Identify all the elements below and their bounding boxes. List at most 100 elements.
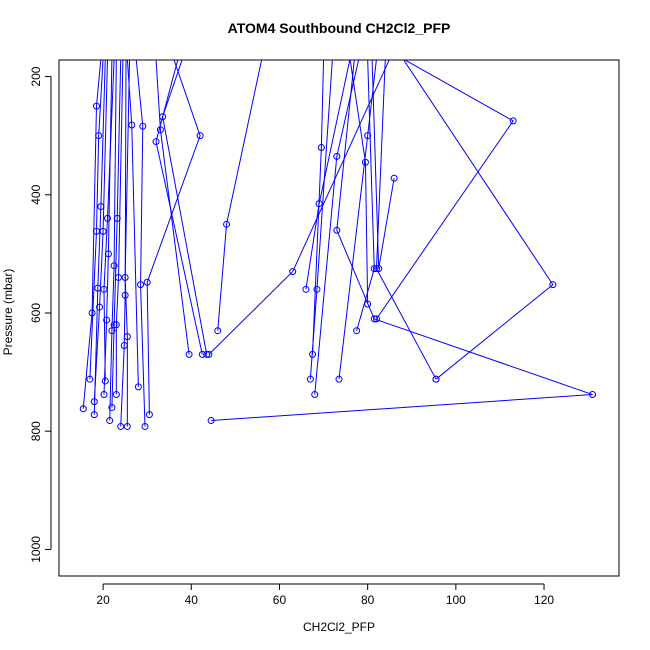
data-point (317, 143, 325, 151)
series-line (89, 60, 104, 380)
data-point (106, 417, 114, 425)
data-point (90, 411, 98, 419)
series-line (111, 60, 122, 408)
series-19 (207, 60, 597, 425)
data-point (108, 327, 116, 335)
data-point (333, 226, 341, 234)
series-26 (353, 60, 378, 335)
series-9 (112, 60, 124, 399)
data-point (313, 285, 321, 293)
axes-layer: 20 40 60 80 100 120 200 400 600 800 1000 (29, 66, 554, 607)
data-point (86, 375, 94, 383)
data-point (100, 391, 108, 399)
data-point (141, 422, 149, 430)
series-17 (152, 60, 206, 358)
y-tick-label: 1000 (29, 536, 43, 563)
data-point (96, 303, 104, 311)
x-axis-label: CH2Cl2_PFP (303, 620, 375, 634)
x-tick-label: 60 (273, 593, 287, 607)
data-point (112, 391, 120, 399)
data-point (123, 333, 131, 341)
data-point (110, 321, 118, 329)
y-tick-label: 400 (29, 184, 43, 204)
series-line (349, 60, 369, 305)
data-point (390, 174, 398, 182)
series-line (217, 60, 263, 331)
data-point (79, 405, 87, 413)
plot-frame (58, 59, 620, 577)
data-point (214, 327, 222, 335)
data-point (185, 350, 193, 358)
series-27 (349, 60, 372, 308)
x-tick-label: 120 (534, 593, 554, 607)
series-24 (309, 60, 325, 358)
data-point (152, 138, 160, 146)
y-axis-label: Pressure (mbar) (1, 269, 15, 356)
data-point (370, 315, 378, 323)
series-line (356, 60, 375, 331)
series-line (120, 60, 127, 427)
series-6 (100, 60, 115, 385)
data-point (207, 417, 215, 425)
data-point (108, 404, 116, 412)
data-point (372, 315, 380, 323)
data-point (112, 321, 120, 329)
data-point (302, 285, 310, 293)
data-point (333, 152, 341, 160)
chart-title: ATOM4 Southbound CH2Cl2_PFP (228, 20, 451, 36)
data-point (159, 113, 167, 121)
x-tick-label: 100 (446, 593, 466, 607)
series-line (338, 60, 377, 380)
series-11 (121, 60, 131, 430)
series-23 (311, 60, 360, 399)
data-point (223, 220, 231, 228)
series-13 (135, 60, 149, 430)
series-31 (371, 60, 398, 273)
x-tick-label: 80 (361, 593, 375, 607)
data-point (372, 265, 380, 273)
series-line (155, 60, 190, 355)
data-point (370, 265, 378, 273)
series-7 (106, 60, 118, 425)
series-line (208, 60, 390, 355)
y-tick-label: 800 (29, 421, 43, 441)
series-line (376, 60, 514, 320)
data-point (137, 281, 145, 289)
data-point (335, 375, 343, 383)
series-line (155, 60, 203, 355)
series-2 (86, 60, 104, 383)
data-point (99, 227, 107, 235)
data-point (123, 422, 131, 430)
data-point (309, 350, 317, 358)
series-line (314, 60, 360, 395)
series-line (403, 60, 554, 380)
series-18 (214, 60, 263, 335)
series-line (124, 60, 131, 427)
data-point (375, 265, 383, 273)
data-point (103, 316, 111, 324)
series-line (312, 60, 325, 355)
series-line (135, 60, 146, 427)
data-point (353, 327, 361, 335)
series-line (375, 60, 437, 380)
series-14 (143, 60, 204, 419)
series-8 (108, 60, 122, 412)
data-point (117, 422, 125, 430)
data-point (90, 398, 98, 406)
series-line (82, 60, 102, 409)
data-point (205, 350, 213, 358)
data-point (364, 132, 372, 140)
data-point (121, 291, 129, 299)
x-tick-label: 20 (96, 593, 110, 607)
data-point (364, 300, 372, 308)
series-12 (126, 60, 142, 391)
data-point (139, 122, 147, 130)
series-line (103, 60, 115, 381)
data-point (196, 132, 204, 140)
data-point (143, 278, 151, 286)
y-tick-label: 200 (29, 66, 43, 86)
data-point (306, 375, 314, 383)
series-line (126, 60, 139, 387)
